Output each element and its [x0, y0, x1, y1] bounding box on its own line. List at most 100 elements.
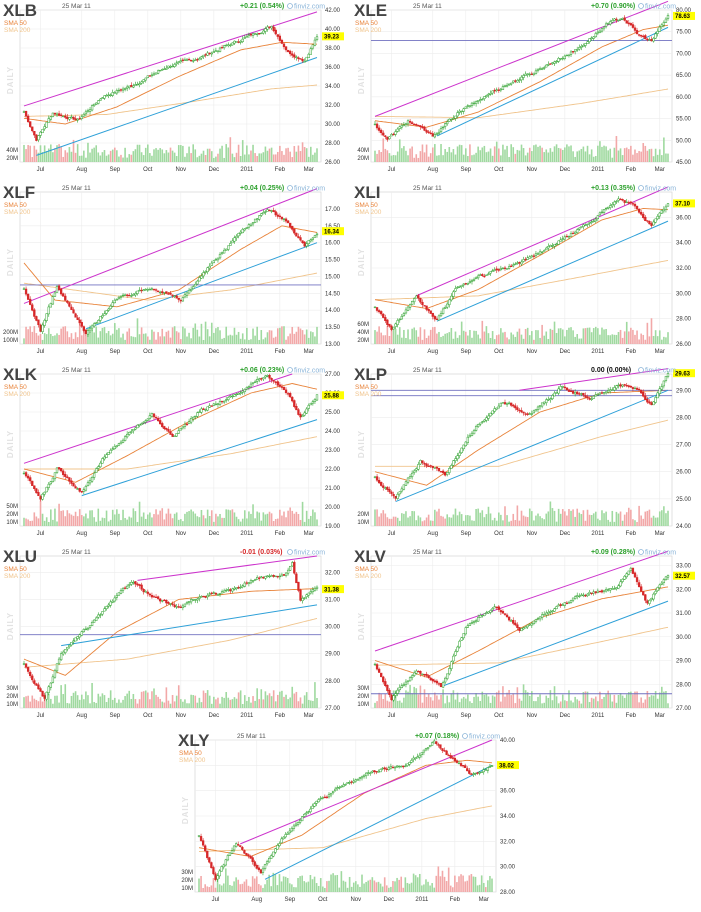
volume-bar — [496, 521, 498, 526]
volume-bar — [223, 158, 225, 162]
volume-bar — [628, 508, 630, 526]
volume-bar — [106, 511, 108, 526]
volume-bar — [168, 331, 170, 344]
volume-bar — [665, 154, 667, 162]
volume-bar — [609, 522, 611, 526]
volume-bar — [248, 154, 250, 162]
volume-bar — [180, 145, 182, 162]
volume-bar — [537, 330, 539, 344]
volume-bar — [422, 144, 424, 162]
x-tick-label: Oct — [143, 713, 153, 719]
volume-bar — [204, 884, 206, 892]
volume-bar — [504, 506, 506, 526]
volume-axis-label: 20M — [357, 694, 369, 700]
volume-bar — [206, 886, 208, 892]
volume-bar — [277, 519, 279, 526]
price-candle — [490, 413, 492, 417]
volume-bar — [23, 518, 25, 526]
volume-bar — [124, 518, 126, 526]
volume-bar — [267, 695, 269, 708]
sma50-legend: SMA 50 — [179, 750, 202, 757]
volume-bar — [378, 882, 380, 892]
volume-bar — [512, 514, 514, 526]
volume-bar — [69, 513, 71, 526]
volume-axis-label: 10M — [6, 520, 18, 526]
volume-bar — [118, 328, 120, 344]
volume-bar — [283, 326, 285, 344]
x-tick-label: Jul — [388, 713, 396, 719]
volume-bar — [77, 695, 79, 708]
volume-bar — [618, 514, 620, 526]
volume-bar — [593, 157, 595, 162]
volume-bar — [395, 329, 397, 344]
y-tick-label: 28.00 — [325, 141, 341, 147]
volume-bar — [661, 510, 663, 526]
volume-bar — [281, 151, 283, 162]
finviz-logo-icon — [639, 4, 644, 9]
volume-bar — [397, 518, 399, 526]
volume-bar — [207, 329, 209, 344]
volume-bar — [374, 151, 376, 162]
volume-bar — [387, 150, 389, 162]
volume-bar — [203, 151, 205, 162]
volume-bar — [36, 150, 38, 162]
volume-bar — [545, 696, 547, 708]
volume-bar — [137, 318, 139, 344]
volume-bar — [283, 512, 285, 526]
volume-bar — [306, 329, 308, 344]
volume-bar — [667, 154, 669, 162]
x-tick-label: 2011 — [240, 349, 254, 355]
volume-bar — [190, 510, 192, 526]
volume-bar — [190, 153, 192, 162]
volume-bar — [254, 701, 256, 708]
last-price-label: 39.23 — [324, 35, 340, 41]
volume-bar — [645, 340, 647, 344]
ticker-symbol: XLV — [354, 547, 386, 566]
volume-bar — [151, 691, 153, 708]
volume-bar — [438, 700, 440, 708]
volume-bar — [281, 516, 283, 526]
volume-bar — [170, 704, 172, 708]
last-price-label: 31.38 — [324, 587, 340, 593]
chart-svg: DAILY80.0075.0070.0065.0060.0055.0050.00… — [351, 0, 701, 182]
volume-bar — [568, 146, 570, 162]
volume-bar — [438, 155, 440, 162]
volume-bar — [529, 509, 531, 526]
volume-bar — [554, 322, 556, 344]
volume-axis-label: 200M — [3, 330, 18, 336]
volume-bar — [91, 683, 93, 708]
volume-bar — [318, 886, 320, 892]
x-tick-label: Feb — [626, 349, 637, 355]
volume-bar — [258, 153, 260, 162]
y-tick-label: 34.00 — [325, 84, 341, 90]
volume-bar — [312, 332, 314, 344]
volume-bar — [186, 337, 188, 344]
volume-bar — [556, 696, 558, 708]
volume-bar — [64, 150, 66, 162]
volume-bar — [275, 874, 277, 892]
volume-bar — [570, 511, 572, 526]
volume-bar — [73, 339, 75, 344]
brand-label: finviz.com — [294, 4, 325, 11]
volume-bar — [176, 331, 178, 344]
volume-bar — [205, 322, 207, 344]
volume-bar — [512, 147, 514, 162]
volume-bar — [479, 513, 481, 526]
volume-bar — [399, 327, 401, 344]
price-candle — [502, 402, 504, 403]
volume-bar — [149, 340, 151, 344]
volume-bar — [374, 703, 376, 708]
volume-bar — [628, 331, 630, 344]
volume-bar — [401, 148, 403, 162]
volume-bar — [267, 332, 269, 344]
volume-bar — [71, 515, 73, 526]
volume-bar — [172, 151, 174, 162]
volume-bar — [630, 328, 632, 344]
finviz-logo-icon — [288, 368, 293, 373]
finviz-logo-icon — [639, 550, 644, 555]
volume-bar — [581, 149, 583, 162]
volume-bar — [611, 702, 613, 708]
volume-bar — [484, 332, 486, 344]
volume-bar — [647, 511, 649, 526]
volume-bar — [312, 701, 314, 708]
